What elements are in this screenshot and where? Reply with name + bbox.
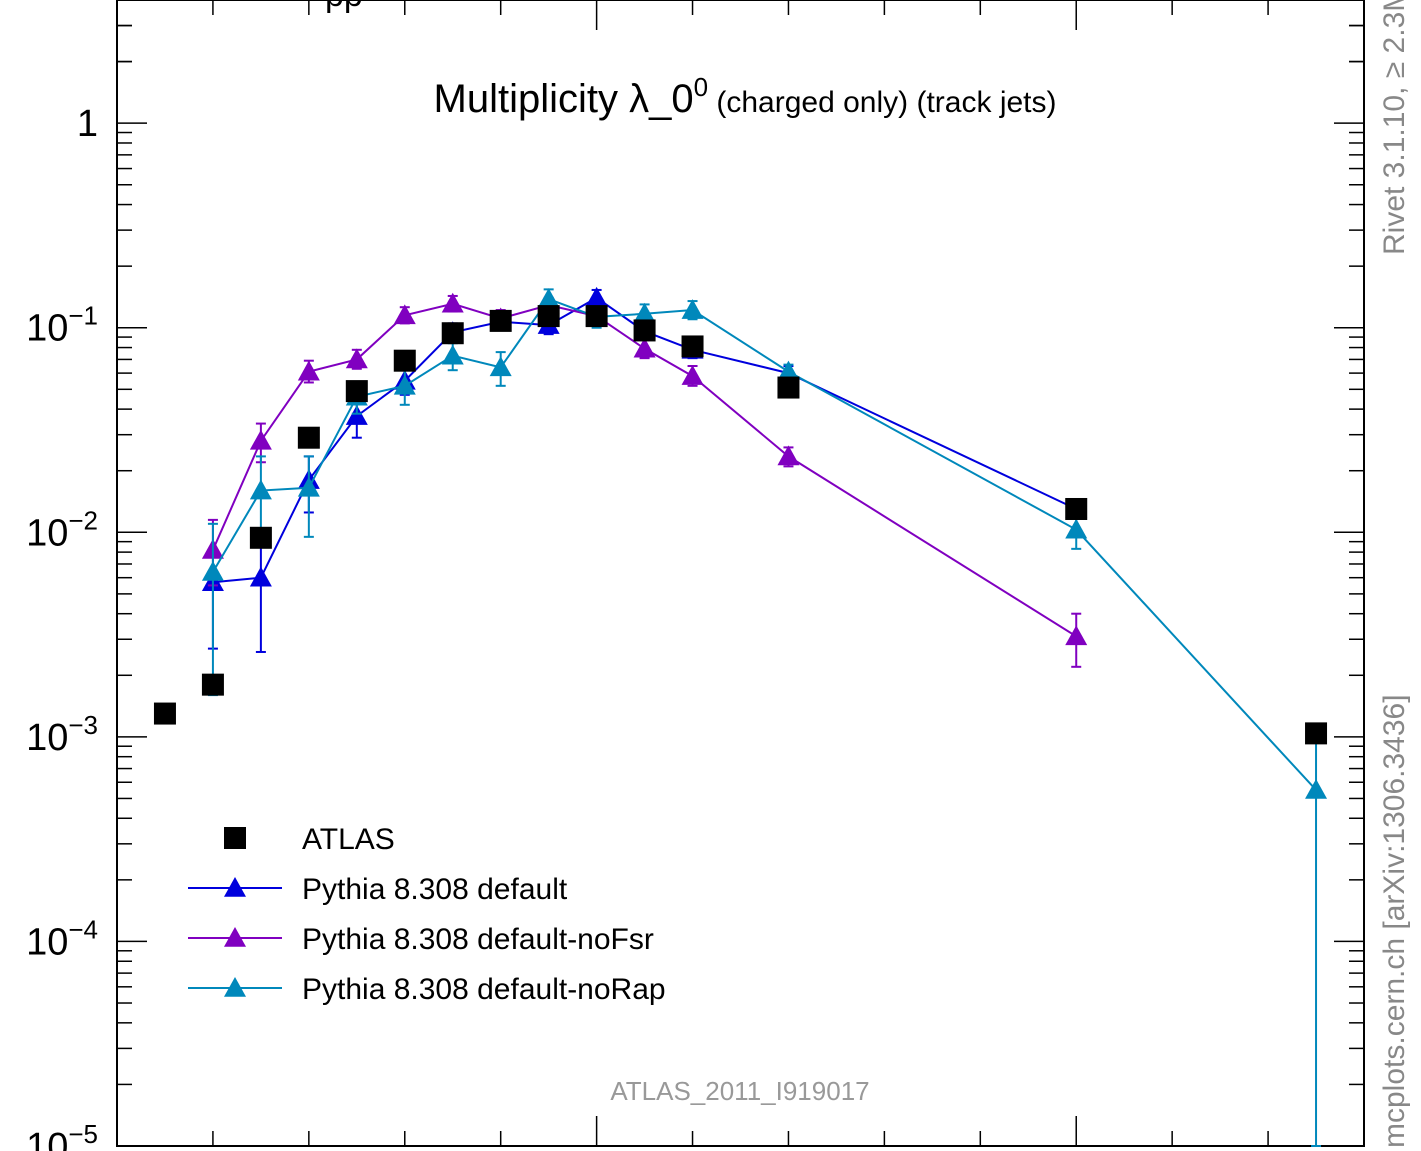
rivet-label: Rivet 3.1.10, ≥ 2.3M events xyxy=(1378,0,1411,255)
y-tick-exponent: −5 xyxy=(68,1119,98,1149)
triangle-marker xyxy=(537,288,560,308)
atlas-point xyxy=(345,380,368,403)
y-tick-mantissa: 10 xyxy=(26,1126,68,1151)
legend-label: Pythia 8.308 default-noFsr xyxy=(302,923,654,956)
atlas-point xyxy=(537,305,560,328)
series-2 xyxy=(201,292,1088,668)
triangle-marker xyxy=(777,445,800,466)
y-tick-label: 10−1 xyxy=(26,301,98,350)
triangle-marker xyxy=(441,292,464,313)
triangle-marker xyxy=(489,356,512,377)
y-tick-label: 10−4 xyxy=(26,914,98,963)
y-tick-exponent: −3 xyxy=(68,710,98,740)
atlas-point xyxy=(1065,497,1088,520)
y-tick-label: 10−5 xyxy=(26,1119,98,1151)
y-tick-mantissa: 10 xyxy=(26,512,68,554)
triangle-marker xyxy=(201,560,224,581)
legend-marker xyxy=(224,977,246,997)
legend-swatch xyxy=(224,827,246,849)
atlas-point xyxy=(681,335,704,358)
chart-title-main: Multiplicity λ_0 xyxy=(434,77,694,121)
triangle-marker xyxy=(249,429,272,450)
atlas-point xyxy=(585,305,608,328)
y-tick-mantissa: 10 xyxy=(26,717,68,759)
plot-frame xyxy=(116,0,1365,1147)
triangle-marker xyxy=(441,344,464,365)
legend-marker xyxy=(224,927,246,947)
triangle-marker xyxy=(777,360,800,381)
y-tick-exponent: −2 xyxy=(68,505,98,535)
atlas-point xyxy=(297,426,320,449)
chart-title: Multiplicity λ_00 (charged only) (track … xyxy=(434,72,1057,121)
atlas-point xyxy=(249,526,272,549)
triangle-marker xyxy=(249,566,272,587)
triangle-marker xyxy=(1065,518,1088,539)
triangle-marker xyxy=(345,405,368,425)
atlas-point xyxy=(393,349,416,372)
triangle-marker xyxy=(585,286,608,307)
atlas-point xyxy=(441,322,464,345)
triangle-marker xyxy=(345,348,368,369)
triangle-marker xyxy=(249,479,272,500)
series-line xyxy=(212,297,1317,791)
chart-title-suffix: (charged only) (track jets) xyxy=(708,86,1056,119)
triangle-marker xyxy=(633,302,656,323)
legend-marker xyxy=(224,877,246,897)
atlas-point xyxy=(201,673,224,696)
chart-title-superscript: 0 xyxy=(694,72,708,102)
analysis-label: ATLAS_2011_I919017 xyxy=(610,1076,869,1106)
atlas-point xyxy=(489,309,512,332)
triangle-marker xyxy=(393,374,416,395)
triangle-marker xyxy=(1065,625,1088,646)
triangle-marker xyxy=(297,476,320,497)
top-fragment: pp xyxy=(325,0,363,14)
triangle-marker xyxy=(297,360,320,381)
atlas-point xyxy=(777,376,800,399)
y-tick-mantissa: 10 xyxy=(26,308,68,350)
legend: ATLAS Pythia 8.308 default Pythia 8.308 de… xyxy=(188,823,666,1006)
atlas-point xyxy=(633,319,656,342)
mcplots-label: mcplots.cern.ch [arXiv:1306.3436] xyxy=(1378,694,1411,1148)
y-tick-label: 10−3 xyxy=(26,710,98,759)
y-tick-label: 10−2 xyxy=(26,505,98,554)
series-layer xyxy=(153,286,1328,1147)
legend-label: Pythia 8.308 default-noRap xyxy=(302,973,666,1006)
series-3 xyxy=(201,288,1328,1147)
y-tick-exponent: −4 xyxy=(68,914,98,944)
atlas-point xyxy=(153,702,176,725)
y-tick-mantissa: 1 xyxy=(77,103,98,145)
y-tick-labels: 110−110−210−310−410−5 xyxy=(26,103,98,1151)
series-0 xyxy=(153,305,1328,745)
legend-label: ATLAS xyxy=(302,823,395,856)
y-tick-label: 1 xyxy=(77,103,98,145)
triangle-marker xyxy=(1305,778,1328,799)
triangle-marker xyxy=(633,337,656,358)
y-tick-mantissa: 10 xyxy=(26,921,68,963)
atlas-point xyxy=(1305,722,1328,745)
triangle-marker xyxy=(681,299,704,319)
axis-ticks xyxy=(116,0,1365,1147)
y-tick-exponent: −1 xyxy=(68,301,98,331)
legend-label: Pythia 8.308 default xyxy=(302,873,568,906)
triangle-marker xyxy=(681,365,704,385)
triangle-marker xyxy=(393,304,416,325)
